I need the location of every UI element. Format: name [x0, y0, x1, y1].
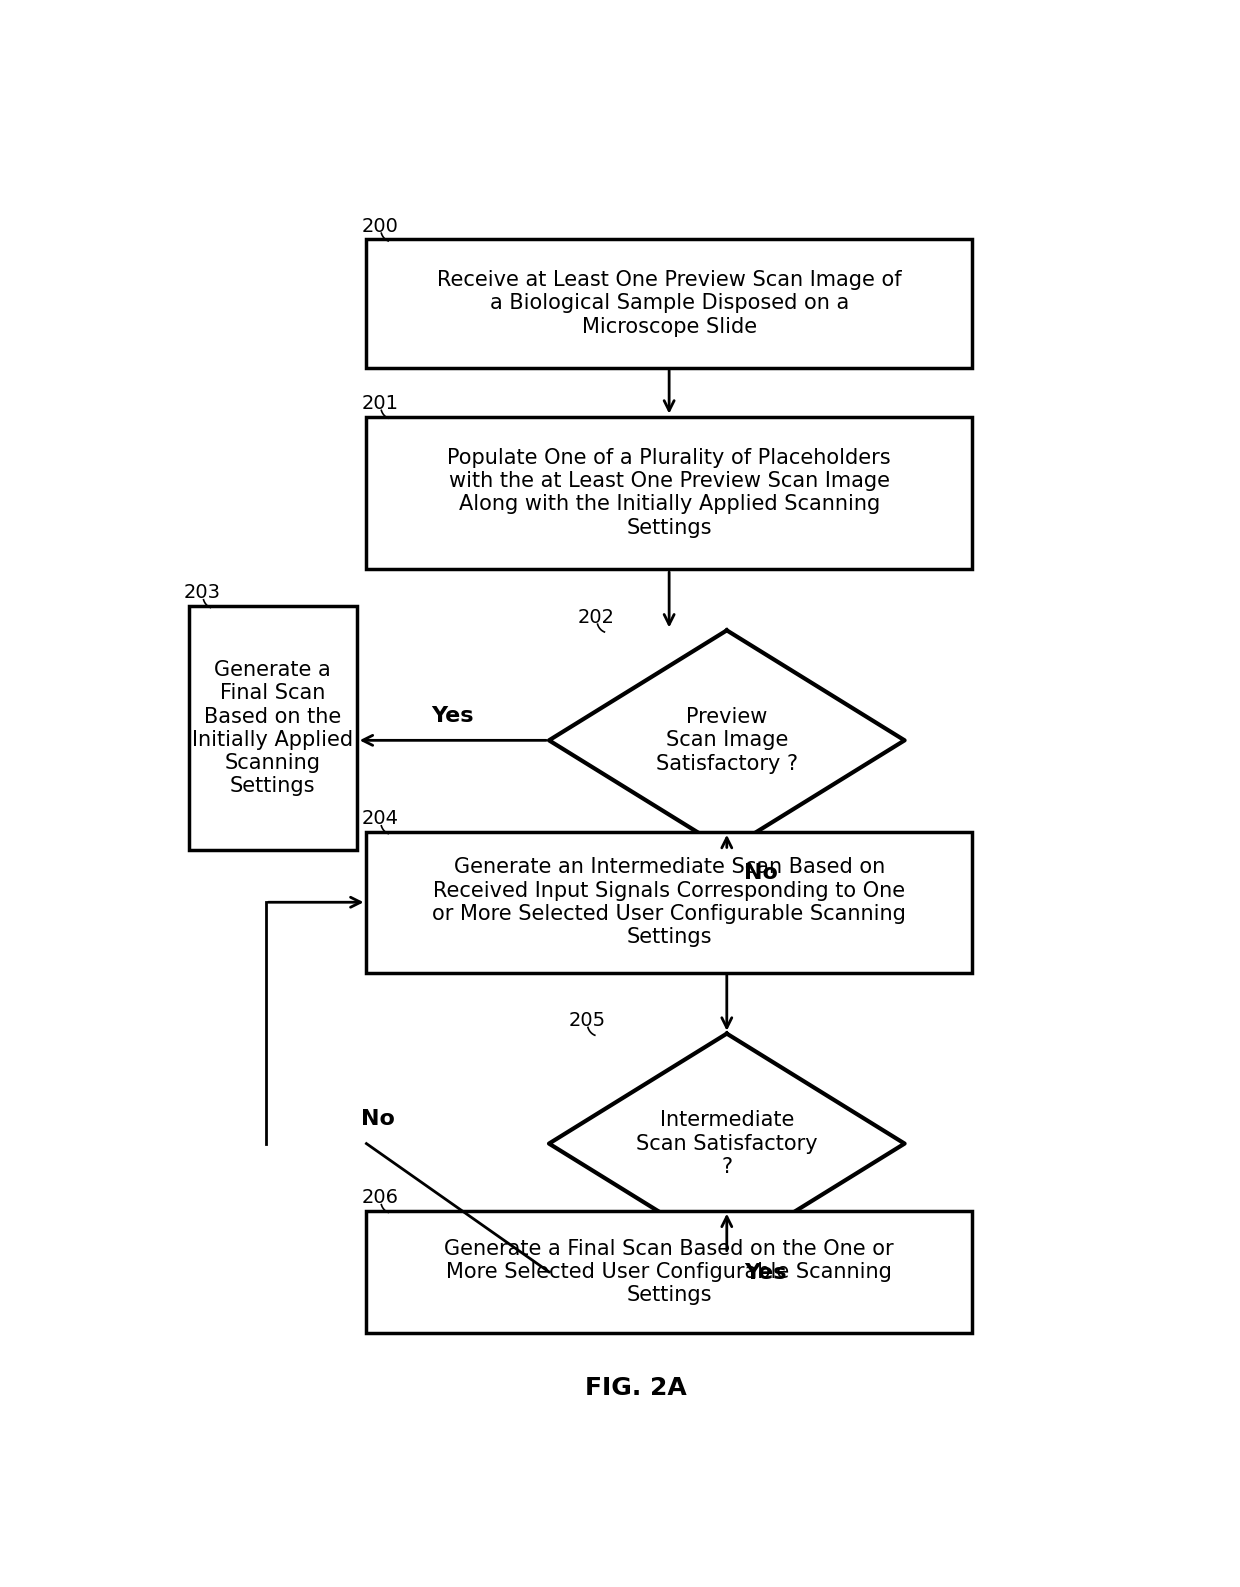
Text: Intermediate
Scan Satisfactory
?: Intermediate Scan Satisfactory ? — [636, 1111, 817, 1178]
Text: 202: 202 — [578, 608, 615, 627]
Text: Populate One of a Plurality of Placeholders
with the at Least One Preview Scan I: Populate One of a Plurality of Placehold… — [448, 448, 892, 538]
Polygon shape — [549, 630, 905, 851]
Text: Receive at Least One Preview Scan Image of
a Biological Sample Disposed on a
Mic: Receive at Least One Preview Scan Image … — [436, 270, 901, 336]
FancyBboxPatch shape — [367, 240, 972, 368]
Text: Generate an Intermediate Scan Based on
Received Input Signals Corresponding to O: Generate an Intermediate Scan Based on R… — [433, 857, 906, 947]
Text: Preview
Scan Image
Satisfactory ?: Preview Scan Image Satisfactory ? — [656, 708, 797, 773]
Text: 206: 206 — [362, 1189, 398, 1208]
Text: Yes: Yes — [744, 1263, 786, 1284]
Text: Generate a Final Scan Based on the One or
More Selected User Configurable Scanni: Generate a Final Scan Based on the One o… — [444, 1239, 894, 1305]
Text: 203: 203 — [184, 584, 221, 601]
Polygon shape — [549, 1033, 905, 1254]
Text: No: No — [362, 1109, 396, 1128]
Text: Generate a
Final Scan
Based on the
Initially Applied
Scanning
Settings: Generate a Final Scan Based on the Initi… — [192, 660, 353, 797]
FancyBboxPatch shape — [188, 606, 357, 851]
Text: 205: 205 — [568, 1011, 605, 1030]
Text: Yes: Yes — [432, 706, 474, 725]
Text: FIG. 2A: FIG. 2A — [584, 1376, 687, 1400]
Text: 201: 201 — [362, 394, 398, 413]
FancyBboxPatch shape — [367, 416, 972, 570]
FancyBboxPatch shape — [367, 1211, 972, 1333]
Text: 204: 204 — [362, 809, 398, 828]
FancyBboxPatch shape — [367, 832, 972, 973]
Text: No: No — [744, 863, 777, 882]
Text: 200: 200 — [362, 217, 398, 235]
